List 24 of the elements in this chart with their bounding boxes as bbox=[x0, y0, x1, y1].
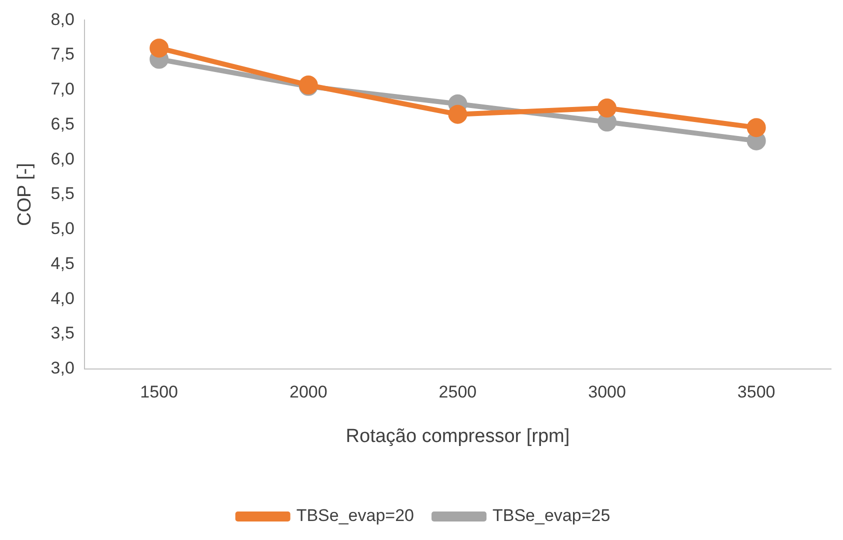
point bbox=[598, 98, 617, 118]
point bbox=[150, 38, 169, 58]
y-tick-label: 5,0 bbox=[50, 219, 74, 238]
x-tick-label: 3500 bbox=[737, 382, 776, 402]
y-tick-label: 6,0 bbox=[50, 149, 74, 168]
point bbox=[448, 104, 468, 124]
y-tick-label: 3,5 bbox=[50, 324, 74, 343]
x-tick-label: 1500 bbox=[140, 382, 178, 402]
y-tick-label: 3,0 bbox=[50, 358, 74, 378]
x-tick-label: 2500 bbox=[438, 382, 477, 402]
legend-label: TBSe_evap=20 bbox=[296, 506, 414, 526]
y-tick-label: 6,5 bbox=[50, 114, 74, 134]
point bbox=[746, 118, 766, 138]
y-axis-title: COP [-] bbox=[14, 163, 36, 226]
x-tick-label: 2000 bbox=[289, 382, 328, 402]
y-tick-label: 7,5 bbox=[50, 44, 74, 64]
x-axis-title: Rotação compressor [rpm] bbox=[346, 426, 570, 447]
y-tick-label: 5,5 bbox=[50, 184, 74, 204]
legend-label: TBSe_evap=25 bbox=[492, 506, 610, 526]
y-tick-label: 7,0 bbox=[50, 80, 74, 99]
y-tick-label: 8,0 bbox=[50, 10, 74, 29]
y-tick-label: 4,0 bbox=[50, 288, 74, 308]
x-tick-label: 3000 bbox=[588, 382, 626, 402]
y-tick-label: 4,5 bbox=[50, 254, 74, 273]
